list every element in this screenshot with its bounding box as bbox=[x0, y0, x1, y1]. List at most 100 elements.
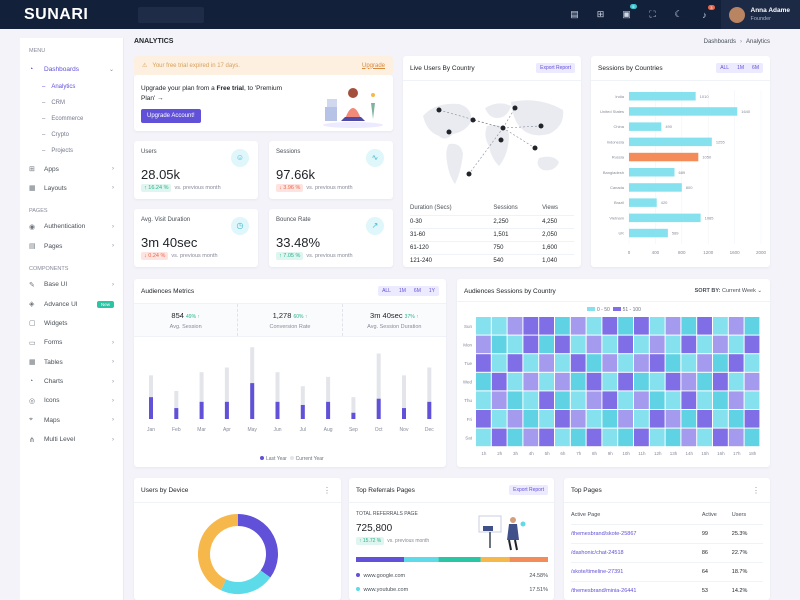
sidebar-item-charts[interactable]: ◔ Charts › bbox=[20, 372, 123, 391]
progress-segment bbox=[356, 557, 404, 562]
change-note: vs. previous month bbox=[306, 185, 353, 191]
filter-6m[interactable]: 6M bbox=[413, 288, 421, 294]
category-label: Canada bbox=[610, 185, 625, 190]
tick-label: 2000 bbox=[756, 250, 767, 255]
page-link[interactable]: /themesbrand/minia-26441 bbox=[571, 587, 637, 594]
sidebar-item-apps[interactable]: ⊞ Apps › bbox=[20, 159, 123, 178]
avatar bbox=[728, 6, 745, 23]
sidebar-sub-crypto[interactable]: – Crypto bbox=[42, 132, 70, 139]
heatmap-cell bbox=[586, 317, 602, 335]
heatmap-cell bbox=[586, 391, 602, 409]
metric-value: 97.66k bbox=[276, 167, 316, 182]
bar bbox=[629, 213, 701, 223]
heatmap-cell bbox=[744, 335, 760, 354]
filter-1m[interactable]: 1M bbox=[737, 65, 745, 71]
stat-pct: 49% ↑ bbox=[186, 314, 200, 320]
heatmap-cell bbox=[649, 428, 665, 447]
heatmap-cell bbox=[713, 335, 728, 354]
widgets-icon: ▢ bbox=[29, 320, 36, 328]
sidebar-item-pages[interactable]: ▤ Pages › bbox=[20, 237, 123, 256]
more-options-icon[interactable]: ⋮ bbox=[323, 486, 331, 495]
user-menu[interactable]: Anna Adame Founder bbox=[720, 0, 800, 29]
sidebar-item-tables[interactable]: ▦ Tables › bbox=[20, 353, 123, 372]
world-map bbox=[423, 100, 564, 184]
heatmap-cell bbox=[476, 428, 491, 447]
heatmap-cell bbox=[618, 317, 633, 335]
search-input[interactable] bbox=[138, 6, 204, 23]
referrals-subtitle: TOTAL REFERRALS PAGE bbox=[356, 511, 418, 517]
trial-text: Your free trial expired in 17 days. bbox=[152, 62, 240, 69]
heatmap-cell bbox=[507, 372, 523, 391]
sidebar-item-icons[interactable]: ◎ Icons › bbox=[20, 391, 123, 410]
column-label: 2h bbox=[497, 451, 503, 456]
flag-icon[interactable]: ▤ bbox=[570, 9, 579, 19]
dashboard-icon: ◔ bbox=[29, 66, 34, 74]
upgrade-link[interactable]: Upgrade bbox=[361, 62, 385, 69]
sidebar-sub-analytics[interactable]: – Analytics bbox=[42, 84, 76, 91]
filter-1y[interactable]: 1Y bbox=[428, 288, 435, 294]
sidebar-item-dashboards[interactable]: ◔ Dashboards ⌄ bbox=[20, 60, 123, 79]
filter-1m[interactable]: 1M bbox=[398, 288, 406, 294]
apps-icon: ⊞ bbox=[29, 166, 35, 174]
bell-icon[interactable]: ♪ 3 bbox=[702, 4, 715, 20]
breadcrumb-root[interactable]: Dashboards bbox=[703, 39, 736, 45]
chevron-right-icon: › bbox=[112, 359, 114, 366]
heatmap-cell bbox=[491, 317, 507, 335]
sort-dropdown[interactable]: SORT BY: Current Week ⌄ bbox=[695, 288, 762, 294]
sidebar-item-authentication[interactable]: ◉ Authentication › bbox=[20, 217, 123, 236]
change-note: vs. previous month bbox=[174, 185, 221, 191]
page-link[interactable]: /skote/timeline-27391 bbox=[571, 568, 624, 575]
page-link[interactable]: /themesbrand/skote-25867 bbox=[571, 530, 637, 537]
more-options-icon[interactable]: ⋮ bbox=[752, 486, 760, 495]
heatmap-cell bbox=[681, 410, 697, 428]
referral-name[interactable]: www.google.com bbox=[363, 573, 406, 579]
referral-pct: 24.58% bbox=[529, 573, 548, 579]
heatmap-cell bbox=[476, 410, 491, 428]
metric-card-bounce-rate: Bounce Rate 33.48% ↑ 7.05 % vs. previous … bbox=[269, 209, 393, 267]
sidebar-item-forms[interactable]: ▭ Forms › bbox=[20, 333, 123, 352]
apps-grid-icon[interactable]: ⊞ bbox=[596, 9, 605, 19]
filter-all[interactable]: ALL bbox=[382, 288, 391, 294]
export-report-button[interactable]: Export Report bbox=[536, 63, 575, 73]
table-row: 0-30 2,250 4,250 bbox=[410, 215, 574, 228]
sidebar-item-label: Maps bbox=[44, 416, 60, 424]
heatmap-cell bbox=[681, 428, 697, 447]
stat-label: Avg. Session bbox=[169, 324, 202, 330]
top-pages-card: Top Pages ⋮ Active Page Active Users /them… bbox=[564, 478, 770, 600]
heatmap-cell bbox=[649, 372, 665, 391]
heatmap-cell bbox=[539, 391, 554, 409]
change-note: vs. previous month bbox=[171, 253, 218, 259]
period-filter: ALL 1M 6M bbox=[716, 63, 763, 73]
sidebar-item-maps[interactable]: ⌖ Maps › bbox=[20, 411, 123, 430]
filter-all[interactable]: ALL bbox=[720, 65, 730, 71]
bar bbox=[629, 122, 662, 131]
sidebar-item-base-ui[interactable]: ✎ Base UI › bbox=[20, 275, 123, 294]
sidebar-item-layouts[interactable]: ▦ Layouts › bbox=[20, 179, 123, 198]
fullscreen-icon[interactable]: ⛶ bbox=[649, 9, 656, 19]
sidebar-sub-crm[interactable]: – CRM bbox=[42, 100, 66, 107]
sidebar-sub-ecommerce[interactable]: – Ecommerce bbox=[42, 116, 84, 123]
heatmap-cell bbox=[665, 354, 681, 372]
sidebar-sub-projects[interactable]: – Projects bbox=[42, 148, 74, 155]
referral-name[interactable]: www.youtube.com bbox=[363, 587, 409, 593]
heatmap-cell bbox=[491, 428, 507, 447]
sidebar-item-advance-ui[interactable]: ◈ Advance UI New bbox=[20, 294, 123, 313]
page-link[interactable]: /dashonic/chat-24518 bbox=[571, 549, 624, 556]
metric-label: Users bbox=[141, 149, 157, 155]
chevron-down-icon: ⌄ bbox=[108, 67, 114, 74]
sidebar-item-widgets[interactable]: ▢ Widgets bbox=[20, 314, 123, 333]
layers-icon: ◈ bbox=[29, 301, 35, 309]
category-label: United States bbox=[600, 109, 624, 114]
tick-label: 800 bbox=[678, 250, 686, 255]
brand-logo[interactable]: SUNARI bbox=[24, 5, 89, 23]
dark-mode-icon[interactable]: ☾ bbox=[674, 9, 683, 19]
upgrade-account-button[interactable]: Upgrade Account! bbox=[141, 109, 201, 123]
table-cell: 1,501 bbox=[493, 231, 509, 238]
filter-6m[interactable]: 6M bbox=[752, 65, 759, 71]
sidebar-item-multi-level[interactable]: ⋔ Multi Level › bbox=[20, 430, 123, 449]
export-report-button[interactable]: Export Report bbox=[509, 485, 548, 495]
table-header: Duration (Secs) bbox=[410, 205, 452, 212]
cart-icon[interactable]: ▣ 5 bbox=[622, 4, 637, 19]
external-link-icon: ↗ bbox=[366, 217, 384, 235]
column-label: 15h bbox=[701, 451, 709, 456]
